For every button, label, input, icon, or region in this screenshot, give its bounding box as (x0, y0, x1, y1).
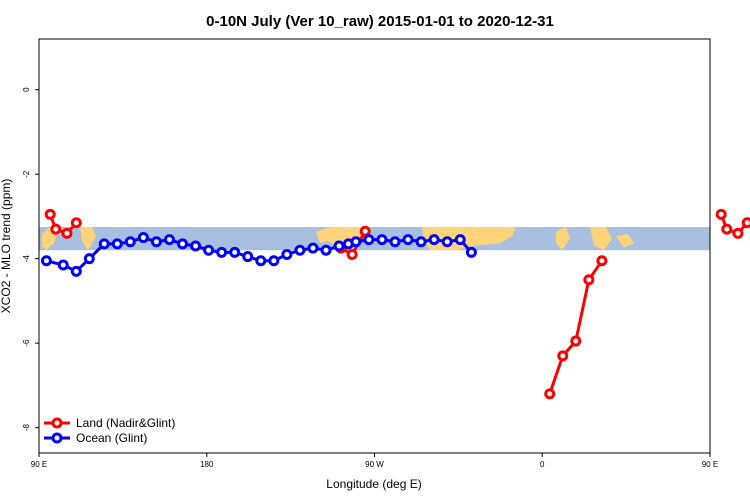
data-point (57, 259, 69, 271)
data-point (124, 236, 136, 248)
x-tick-label: 90 W (365, 460, 384, 469)
data-point (596, 255, 608, 267)
y-axis: 0 -2 -4 -6 -8 (22, 87, 39, 431)
data-point (741, 217, 750, 229)
data-point (190, 240, 202, 252)
data-point (363, 234, 375, 246)
data-point (544, 388, 556, 400)
data-point (281, 248, 293, 260)
x-axis-label: Longitude (deg E) (326, 477, 421, 491)
x-tick-label: 90 E (702, 460, 718, 469)
data-point (40, 255, 52, 267)
data-point (359, 225, 371, 237)
data-point (163, 234, 175, 246)
data-point (203, 244, 215, 256)
data-point (268, 255, 280, 267)
y-tick-label: -6 (22, 339, 31, 347)
data-point (177, 238, 189, 250)
data-point (111, 238, 123, 250)
data-point (229, 246, 241, 258)
data-point (98, 238, 110, 250)
data-point (441, 236, 453, 248)
data-point (583, 274, 595, 286)
legend-marker (51, 417, 63, 429)
data-point (333, 240, 345, 252)
data-point (50, 223, 62, 235)
data-point (61, 227, 73, 239)
chart-title: 0-10N July (Ver 10_raw) 2015-01-01 to 20… (206, 13, 554, 30)
data-point (83, 253, 95, 265)
data-point (216, 246, 228, 258)
legend-label: Land (Nadir&Glint) (76, 416, 175, 430)
x-tick-label: 180 (200, 460, 214, 469)
y-tick-label: -8 (22, 424, 31, 432)
y-tick-label: 0 (22, 87, 31, 92)
data-point (350, 236, 362, 248)
data-point (721, 223, 733, 235)
data-point (70, 217, 82, 229)
legend-marker (51, 432, 63, 444)
data-point (732, 227, 744, 239)
data-point (346, 248, 358, 260)
land-patch (590, 226, 612, 251)
legend-label: Ocean (Glint) (76, 431, 147, 445)
series-line (719, 213, 749, 236)
land-patch (80, 226, 96, 251)
data-point (465, 246, 477, 258)
series-line (48, 213, 78, 236)
series-layer (40, 208, 750, 400)
data-point (428, 234, 440, 246)
land-patch (616, 233, 634, 248)
data-point (137, 232, 149, 244)
data-point (415, 236, 427, 248)
data-point (320, 244, 332, 256)
data-point (307, 242, 319, 254)
y-axis-label: XCO2 - MLO trend (ppm) (0, 179, 13, 314)
data-point (255, 255, 267, 267)
data-point (570, 335, 582, 347)
x-axis: 90 E 180 90 W 0 90 E (31, 453, 718, 469)
data-point (150, 236, 162, 248)
data-point (294, 244, 306, 256)
legend: Land (Nadir&Glint)Ocean (Glint) (44, 416, 175, 445)
data-point (715, 208, 727, 220)
data-point (402, 234, 414, 246)
y-tick-label: -2 (22, 170, 31, 178)
y-tick-label: -4 (22, 255, 31, 263)
data-point (557, 350, 569, 362)
series-line (46, 235, 473, 274)
x-tick-label: 90 E (31, 460, 47, 469)
x-tick-label: 0 (540, 460, 545, 469)
land-patch (556, 226, 570, 251)
data-point (376, 234, 388, 246)
data-point (44, 208, 56, 220)
data-point (242, 251, 254, 263)
data-point (70, 265, 82, 277)
data-point (389, 236, 401, 248)
data-point (454, 234, 466, 246)
